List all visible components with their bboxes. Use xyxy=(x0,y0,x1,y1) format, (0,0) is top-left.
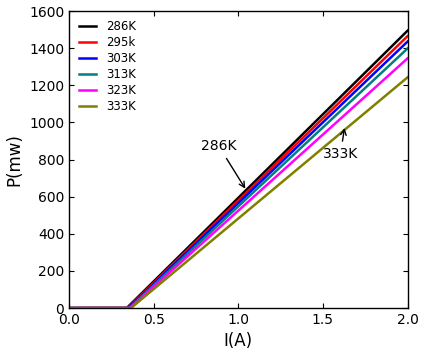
Text: 286K: 286K xyxy=(201,139,245,187)
295k xyxy=(231,203,236,207)
303K xyxy=(395,49,400,53)
303K xyxy=(395,49,400,53)
313K xyxy=(333,114,338,118)
303K xyxy=(333,108,338,112)
286K xyxy=(333,100,338,104)
313K xyxy=(222,217,227,221)
Line: 313K: 313K xyxy=(69,48,407,308)
313K xyxy=(405,46,410,51)
303K xyxy=(67,306,72,310)
333K xyxy=(67,306,72,310)
333K xyxy=(395,84,400,88)
Y-axis label: P(mw): P(mw) xyxy=(6,133,24,186)
333K xyxy=(231,220,236,225)
Line: 303K: 303K xyxy=(69,42,407,308)
Legend: 286K, 295k, 303K, 313K, 323K, 333K: 286K, 295k, 303K, 313K, 323K, 333K xyxy=(75,17,139,117)
295k xyxy=(395,44,400,48)
323K xyxy=(231,213,236,217)
303K xyxy=(405,40,410,44)
303K xyxy=(84,306,89,310)
333K xyxy=(222,228,227,232)
286K xyxy=(231,200,236,204)
323K xyxy=(405,56,410,61)
313K xyxy=(231,209,236,213)
333K xyxy=(395,83,400,88)
Line: 286K: 286K xyxy=(69,31,407,308)
313K xyxy=(395,56,400,60)
323K xyxy=(333,121,338,125)
295k xyxy=(333,104,338,108)
Line: 333K: 333K xyxy=(69,77,407,308)
313K xyxy=(84,306,89,310)
295k xyxy=(395,43,400,48)
Line: 295k: 295k xyxy=(69,36,407,308)
Line: 323K: 323K xyxy=(69,58,407,308)
X-axis label: I(A): I(A) xyxy=(224,333,253,350)
323K xyxy=(222,221,227,225)
286K xyxy=(222,209,227,213)
333K xyxy=(333,135,338,140)
323K xyxy=(84,306,89,310)
295k xyxy=(222,211,227,216)
295k xyxy=(405,34,410,38)
286K xyxy=(395,38,400,43)
303K xyxy=(231,205,236,210)
286K xyxy=(395,38,400,43)
Text: 333K: 333K xyxy=(323,130,358,161)
286K xyxy=(84,306,89,310)
295k xyxy=(84,306,89,310)
286K xyxy=(405,28,410,33)
333K xyxy=(405,75,410,79)
323K xyxy=(395,65,400,69)
313K xyxy=(67,306,72,310)
323K xyxy=(67,306,72,310)
323K xyxy=(395,65,400,69)
333K xyxy=(84,306,89,310)
286K xyxy=(67,306,72,310)
303K xyxy=(222,214,227,218)
313K xyxy=(395,56,400,60)
295k xyxy=(67,306,72,310)
